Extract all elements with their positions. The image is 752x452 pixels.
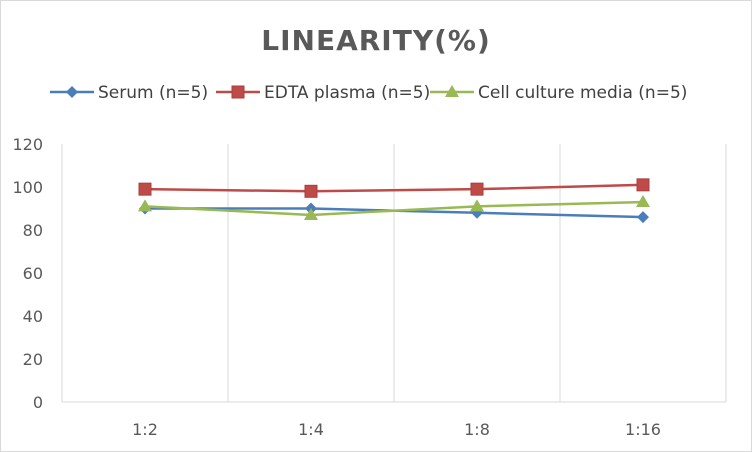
x-tick-label: 1:16 — [625, 420, 661, 439]
y-axis-ticks: 0 20 40 60 80 100 120 — [12, 135, 43, 412]
y-tick-label: 20 — [23, 350, 43, 369]
triangle-marker — [636, 195, 650, 208]
legend-triangle-marker — [445, 85, 459, 97]
legend-label: EDTA plasma (n=5) — [264, 83, 430, 103]
triangle-marker — [138, 199, 152, 212]
square-marker — [304, 184, 318, 198]
triangle-marker — [304, 207, 318, 220]
square-marker — [138, 182, 152, 196]
legend: Serum (n=5) EDTA plasma (n=5) Cell culture… — [50, 83, 687, 103]
y-tick-label: 100 — [12, 178, 43, 197]
x-tick-label: 1:2 — [132, 420, 158, 439]
legend-item: Serum (n=5) — [50, 83, 208, 103]
series-group — [138, 178, 650, 224]
y-tick-label: 80 — [23, 221, 43, 240]
legend-label: Cell culture media (n=5) — [478, 83, 687, 103]
legend-item: EDTA plasma (n=5) — [216, 83, 430, 103]
series-square — [138, 178, 650, 198]
x-tick-label: 1:8 — [464, 420, 490, 439]
legend-item: Cell culture media (n=5) — [430, 83, 687, 103]
grid-lines — [61, 144, 727, 403]
legend-diamond-marker — [66, 86, 78, 98]
triangle-marker — [470, 199, 484, 212]
y-tick-label: 60 — [23, 264, 43, 283]
y-tick-label: 40 — [23, 307, 43, 326]
legend-label: Serum (n=5) — [98, 83, 208, 103]
series-line — [144, 183, 644, 193]
square-marker — [470, 182, 484, 196]
x-axis-ticks: 1:2 1:4 1:8 1:16 — [132, 420, 661, 439]
square-marker — [636, 178, 650, 192]
x-tick-label: 1:4 — [298, 420, 324, 439]
y-tick-label: 0 — [33, 393, 43, 412]
series-triangle — [138, 195, 650, 220]
series-line — [144, 200, 644, 217]
diamond-marker — [637, 211, 649, 224]
legend-square-marker — [231, 85, 245, 99]
y-tick-label: 120 — [12, 135, 43, 154]
chart-title: LINEARITY(%) — [261, 24, 491, 57]
